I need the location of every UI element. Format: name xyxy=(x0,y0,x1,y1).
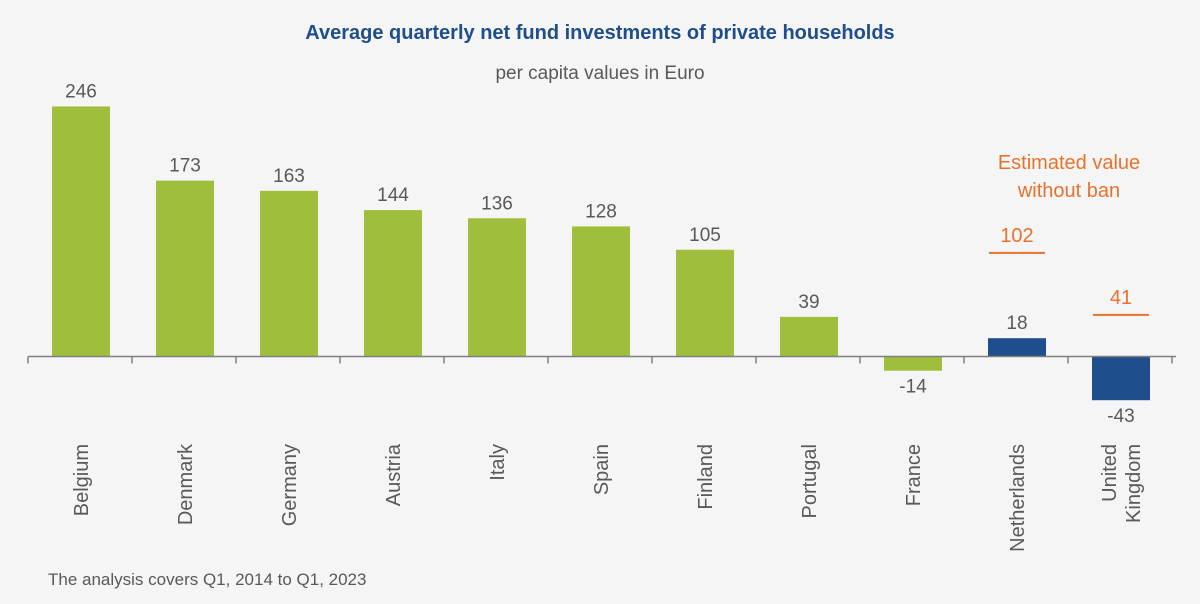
bar-spain xyxy=(572,226,630,357)
category-label-france: France xyxy=(903,444,925,506)
category-label-netherlands: Netherlands xyxy=(1007,444,1029,552)
bar-netherlands xyxy=(988,338,1046,357)
value-label-finland: 105 xyxy=(689,225,721,246)
bar-finland xyxy=(676,249,734,357)
value-label-netherlands: 18 xyxy=(1006,313,1027,334)
category-label-italy: Italy xyxy=(487,444,509,481)
bar-portugal xyxy=(780,316,838,357)
x-axis xyxy=(27,355,1176,364)
bars-group xyxy=(52,106,1150,401)
chart-subtitle: per capita values in Euro xyxy=(495,63,704,84)
value-label-austria: 144 xyxy=(377,185,409,206)
estimate-label-united-kingdom: 41 xyxy=(1110,287,1132,309)
value-label-united-kingdom: -43 xyxy=(1107,406,1134,427)
category-labels-group: Belgium Denmark Germany Austria Italy Spain Fi… xyxy=(71,443,1145,552)
estimate-label-netherlands: 102 xyxy=(1000,225,1033,247)
bar-austria xyxy=(364,210,422,357)
bar-united-kingdom xyxy=(1092,356,1150,401)
category-label-denmark: Denmark xyxy=(175,443,197,525)
bar-italy xyxy=(468,218,526,357)
value-label-portugal: 39 xyxy=(798,292,819,313)
category-label-finland: Finland xyxy=(695,444,717,510)
value-label-france: -14 xyxy=(899,377,927,398)
value-label-germany: 163 xyxy=(273,166,305,187)
bar-germany xyxy=(260,190,318,357)
estimate-legend-line-1: Estimated value xyxy=(998,152,1140,174)
value-labels-group: 246 173 163 144 136 128 105 39 -14 18 -43 xyxy=(65,81,1135,427)
category-label-portugal: Portugal xyxy=(799,444,821,519)
bar-belgium xyxy=(52,106,110,357)
category-label-spain: Spain xyxy=(591,444,613,495)
value-label-belgium: 246 xyxy=(65,81,97,102)
value-label-italy: 136 xyxy=(481,193,513,214)
value-label-denmark: 173 xyxy=(169,156,201,177)
estimate-legend-line-2: without ban xyxy=(1017,180,1120,202)
category-label-united-kingdom: United Kingdom xyxy=(1099,444,1145,523)
category-label-austria: Austria xyxy=(383,443,405,506)
bar-denmark xyxy=(156,180,214,357)
bar-france xyxy=(884,356,942,371)
category-label-germany: Germany xyxy=(279,444,301,526)
chart-title: Average quarterly net fund investments o… xyxy=(305,22,894,44)
footnote: The analysis covers Q1, 2014 to Q1, 2023 xyxy=(48,570,366,589)
value-label-spain: 128 xyxy=(585,201,617,222)
estimates-group: Estimated value without ban 102 41 xyxy=(989,152,1149,316)
category-label-belgium: Belgium xyxy=(71,444,93,516)
